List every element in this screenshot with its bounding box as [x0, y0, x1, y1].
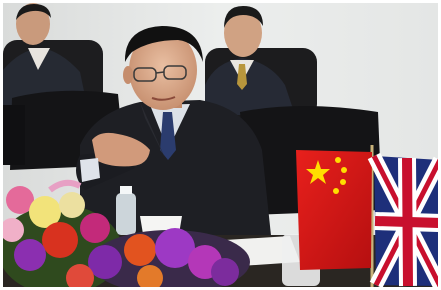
chair-edge	[3, 105, 25, 165]
water-bottle	[116, 193, 136, 235]
small-star	[335, 157, 341, 163]
bridge	[156, 72, 164, 73]
flower	[59, 192, 85, 218]
bottle-cap	[120, 186, 132, 194]
small-star	[341, 167, 347, 173]
flag-china	[296, 145, 372, 288]
body: (() => { const data = JSON.parse(documen…	[0, 0, 441, 290]
flower	[14, 239, 46, 271]
scene	[0, 3, 440, 290]
flower	[80, 213, 110, 243]
flower	[124, 234, 156, 266]
page: Meeting photo {} html, body { margin: 0;…	[0, 0, 441, 290]
flower	[42, 222, 78, 258]
flower	[0, 218, 24, 242]
flower	[211, 258, 239, 286]
small-star	[333, 188, 339, 194]
small-star	[340, 179, 346, 185]
flower	[137, 265, 163, 290]
cuff	[80, 158, 100, 182]
ear	[123, 66, 133, 84]
flag-field	[296, 150, 372, 270]
photo	[0, 0, 441, 290]
flag-uk	[374, 156, 440, 286]
